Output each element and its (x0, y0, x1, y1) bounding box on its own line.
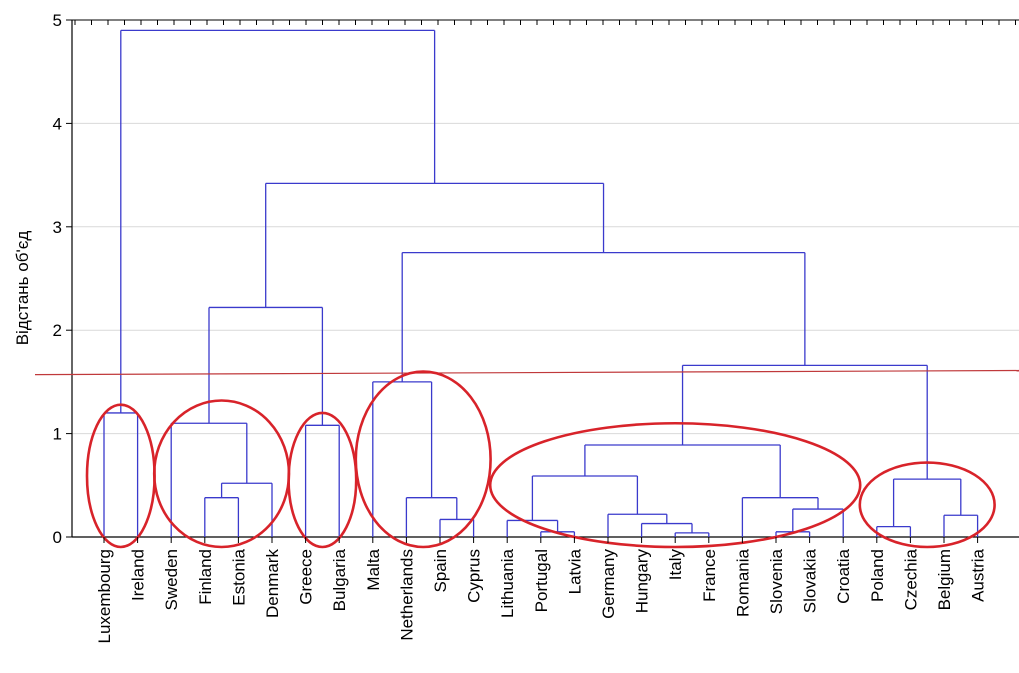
leaf-label-bulgaria: Bulgaria (330, 548, 349, 611)
leaf-label-poland: Poland (868, 549, 887, 602)
leaf-label-slovenia: Slovenia (767, 548, 786, 614)
leaf-label-austria: Austria (969, 548, 988, 601)
cut-line-group (34, 369, 1019, 376)
leaf-label-slovakia: Slovakia (801, 548, 820, 613)
y-tick-label: 0 (53, 528, 62, 547)
leaf-label-spain: Spain (431, 549, 450, 592)
leaf-label-sweden: Sweden (162, 549, 181, 610)
leaf-label-cyprus: Cyprus (465, 549, 484, 603)
leaf-label-estonia: Estonia (229, 548, 248, 605)
leaf-label-romania: Romania (733, 548, 752, 617)
cluster-ellipse-poland (858, 461, 996, 549)
leaf-label-france: France (700, 549, 719, 602)
y-tick-label: 2 (53, 321, 62, 340)
cluster-ellipse-malta (354, 370, 492, 549)
y-tick-label: 3 (53, 218, 62, 237)
cluster-ellipse-luxembourg (85, 403, 156, 549)
leaf-label-italy: Italy (666, 549, 685, 581)
cluster-ellipse-sweden (152, 399, 291, 549)
cut-line (34, 369, 1019, 376)
leaf-label-netherlands: Netherlands (397, 549, 416, 641)
leaf-label-malta: Malta (364, 548, 383, 590)
leaf-label-germany: Germany (599, 549, 618, 619)
y-tick-label: 4 (53, 114, 62, 133)
leaf-label-luxembourg: Luxembourg (95, 549, 114, 644)
leaf-label-hungary: Hungary (633, 549, 652, 614)
leaf-label-lithuania: Lithuania (498, 548, 517, 618)
leaf-label-greece: Greece (297, 549, 316, 605)
leaf-label-ireland: Ireland (129, 549, 148, 601)
y-tick-label: 5 (53, 11, 62, 30)
leaf-label-finland: Finland (196, 549, 215, 605)
leaf-label-portugal: Portugal (532, 549, 551, 612)
cluster-ellipses (85, 370, 996, 549)
leaf-label-denmark: Denmark (263, 549, 282, 618)
leaf-labels: Luxembourg Ireland Sweden Finland Estonia Den… (95, 537, 988, 644)
y-axis-title: Відстань об'єд (13, 231, 32, 346)
cluster-ellipse-lithuania (488, 421, 862, 549)
y-tick-label: 1 (53, 425, 62, 444)
dendrogram-tree (103, 29, 979, 537)
leaf-label-czechia: Czechia (901, 548, 920, 610)
y-axis: 0 1 2 3 4 5 (53, 11, 1019, 547)
leaf-label-croatia: Croatia (834, 548, 853, 603)
leaf-label-latvia: Latvia (565, 548, 584, 594)
cluster-ellipse-greece (287, 411, 358, 549)
leaf-label-belgium: Belgium (935, 549, 954, 610)
